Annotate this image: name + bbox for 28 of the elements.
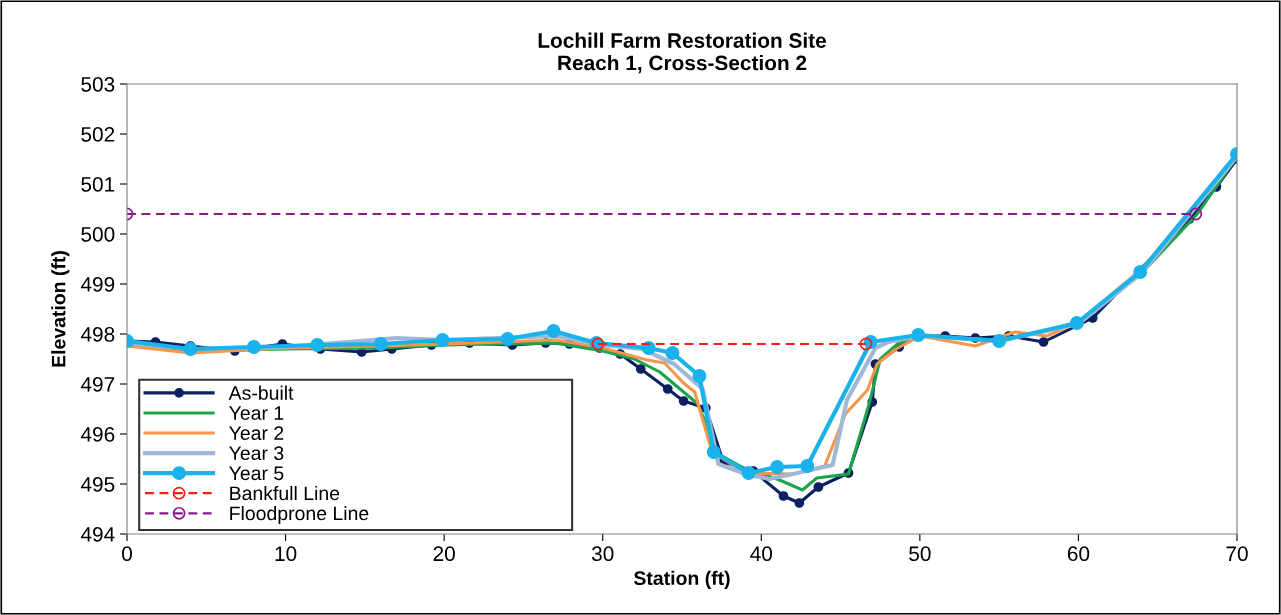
- y-tick-label: 497: [80, 377, 115, 392]
- x-tick-label: 0: [122, 546, 132, 562]
- x-axis-title: Station (ft): [633, 570, 730, 589]
- y-tick-label: 499: [80, 277, 115, 292]
- y-tick-label: 495: [80, 477, 115, 492]
- legend-label: Year 2: [229, 426, 284, 440]
- y-tick-label: 501: [81, 177, 115, 192]
- y-tick-label: 502: [81, 127, 115, 142]
- x-tick-label: 60: [1067, 546, 1090, 562]
- x-tick-label: 30: [591, 546, 614, 562]
- legend-label: Floodprone Line: [230, 505, 369, 525]
- y-tick-label: 503: [81, 77, 115, 92]
- x-tick-label: 40: [750, 546, 773, 562]
- y-tick-label: 496: [80, 427, 115, 442]
- legend-label: Bankfull Line: [230, 485, 340, 501]
- legend-label: Year 5: [229, 466, 284, 481]
- x-tick-label: 70: [1226, 546, 1248, 562]
- legend-label: As-built: [228, 385, 294, 400]
- legend-label: Year 3: [229, 446, 284, 461]
- x-tick-label: 20: [433, 546, 455, 562]
- x-tick-label: 50: [909, 546, 931, 562]
- x-tick-label: 10: [275, 546, 297, 562]
- chart-title: Lochill Farm Restoration Site Reach 1, Cross-Section 2: [538, 32, 826, 74]
- y-tick-label: 500: [81, 227, 115, 242]
- legend-label: Year 1: [229, 406, 284, 420]
- y-tick-label: 494: [80, 527, 115, 542]
- y-axis-title: Elevation (ft): [51, 251, 70, 367]
- y-tick-label: 498: [80, 327, 115, 342]
